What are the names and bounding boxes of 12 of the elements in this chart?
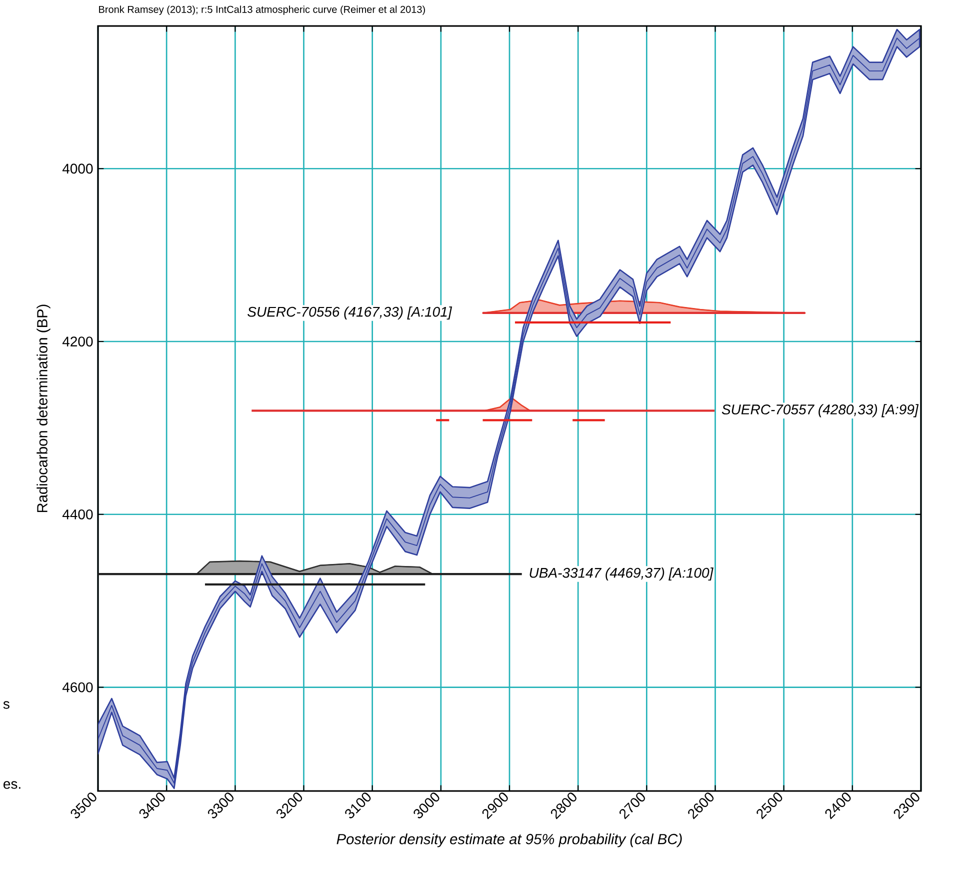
y-tick-label: 4600 bbox=[62, 682, 93, 692]
y-tick-label: 4400 bbox=[62, 509, 93, 520]
y-tick-label: 4200 bbox=[62, 336, 93, 346]
x-axis-title: Posterior density estimate at 95% probability (cal BC) bbox=[336, 834, 682, 848]
y-tick-label: 4000 bbox=[62, 164, 93, 174]
y-axis-title: Radiocarbon determination (BP) bbox=[36, 304, 50, 512]
annotation: UBA-33147 (4469,37) [A:100] bbox=[530, 568, 714, 581]
text: es. bbox=[4, 781, 20, 789]
chart-title: Bronk Ramsey (2013); r:5 IntCal13 atmospheric curve (Reimer et al 2013) bbox=[99, 6, 425, 15]
annotation: SUERC-70557 (4280,33) [A:99] bbox=[722, 404, 919, 418]
annotation: SUERC-70556 (4167,33) [A:101] bbox=[248, 306, 452, 320]
text: s bbox=[3, 701, 10, 709]
